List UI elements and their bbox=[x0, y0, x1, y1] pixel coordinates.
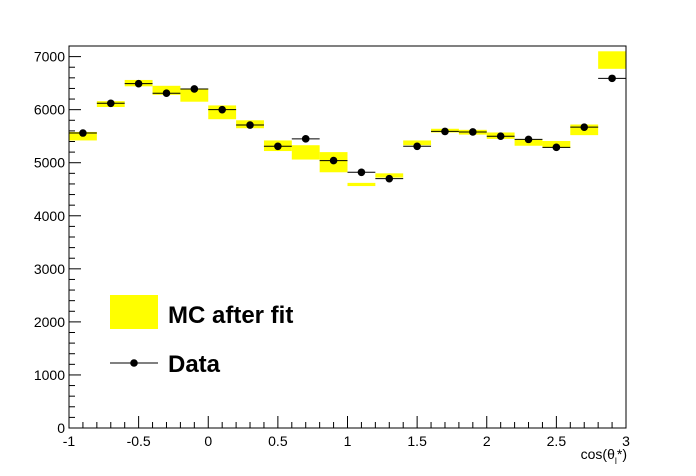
x-axis-label: cos(θl*) bbox=[581, 446, 627, 466]
y-tick-label: 5000 bbox=[34, 155, 65, 171]
x-tick-label: 1 bbox=[344, 433, 352, 449]
mc-band-group bbox=[69, 51, 626, 187]
y-tick-label: 0 bbox=[57, 420, 65, 436]
legend: MC after fit Data bbox=[110, 295, 293, 378]
y-tick-label: 6000 bbox=[34, 102, 65, 118]
y-tick-label: 4000 bbox=[34, 208, 65, 224]
data-point bbox=[413, 142, 421, 151]
data-point bbox=[106, 99, 115, 108]
x-tick-label: 0 bbox=[204, 433, 212, 449]
data-point bbox=[190, 85, 199, 93]
tick-labels: -1 -0.5 0 0.5 1 1.5 2 2.5 3 0 1000 2000 3000 4000 5000… bbox=[34, 49, 630, 449]
plot-border bbox=[68, 45, 627, 429]
data-point bbox=[329, 156, 338, 165]
y-tick-label: 3000 bbox=[34, 261, 65, 277]
x-tick-label: 0.5 bbox=[268, 433, 288, 449]
y-tick-label: 2000 bbox=[34, 314, 65, 330]
x-tick-label: -0.5 bbox=[127, 433, 151, 449]
legend-data-label: Data bbox=[168, 351, 221, 378]
x-tick-label: 1.5 bbox=[407, 433, 427, 449]
x-tick-label: 3 bbox=[622, 433, 630, 449]
x-tick-label: -1 bbox=[63, 433, 76, 449]
data-points-group bbox=[69, 74, 626, 183]
legend-mc-label: MC after fit bbox=[168, 302, 293, 329]
data-point bbox=[79, 129, 87, 137]
legend-data-marker bbox=[130, 359, 138, 367]
plot-frame bbox=[68, 45, 627, 429]
data-point bbox=[385, 174, 394, 183]
x-tick-label: 2 bbox=[483, 433, 491, 449]
data-point bbox=[274, 142, 282, 151]
mc-band-bin bbox=[180, 88, 209, 102]
data-point bbox=[218, 105, 226, 114]
data-point bbox=[357, 168, 366, 177]
data-point bbox=[580, 123, 589, 131]
x-tick-label: 2.5 bbox=[547, 433, 567, 449]
y-tick-label: 7000 bbox=[34, 49, 65, 65]
data-point bbox=[246, 121, 254, 129]
data-point bbox=[552, 143, 561, 152]
data-point bbox=[134, 79, 143, 88]
data-point bbox=[301, 135, 310, 143]
data-point bbox=[608, 74, 616, 83]
data-point bbox=[496, 132, 505, 140]
mc-band-bin bbox=[598, 51, 626, 69]
data-point bbox=[162, 89, 171, 98]
mc-band-bin bbox=[347, 182, 376, 187]
data-point bbox=[524, 135, 533, 144]
data-point bbox=[469, 128, 477, 136]
data-point bbox=[441, 127, 449, 136]
mc-band-bin bbox=[291, 145, 320, 160]
y-tick-label: 1000 bbox=[34, 367, 65, 383]
axis-ticks bbox=[68, 45, 627, 429]
legend-mc-swatch bbox=[110, 295, 158, 329]
